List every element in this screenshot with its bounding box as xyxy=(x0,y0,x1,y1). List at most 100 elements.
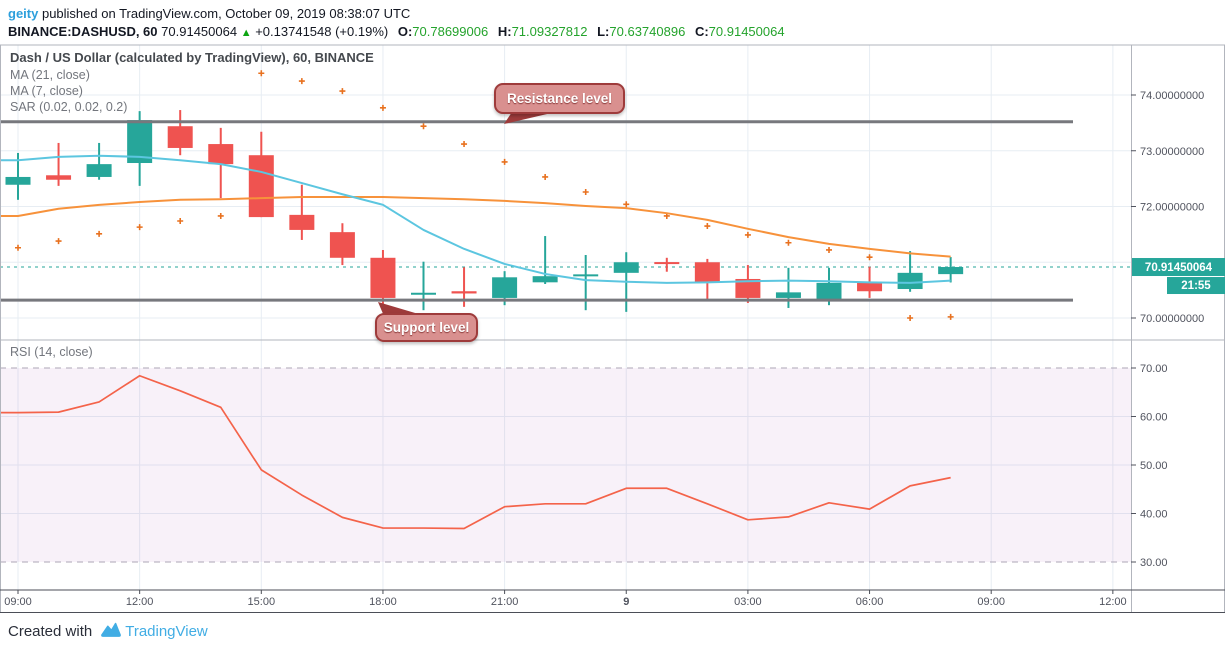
rsi-axis-label: 70.00 xyxy=(1140,363,1168,375)
tradingview-logo-icon xyxy=(100,621,122,642)
legend-sar[interactable]: SAR (0.02, 0.02, 0.2) xyxy=(10,100,128,114)
last-price: 70.91450064 xyxy=(161,24,238,39)
price-badge xyxy=(1132,258,1225,277)
candle[interactable] xyxy=(532,276,558,283)
candle[interactable] xyxy=(86,164,112,177)
sar-dot[interactable] xyxy=(96,230,103,237)
sar-dot[interactable] xyxy=(379,104,386,111)
time-axis-label: 15:00 xyxy=(248,596,276,608)
candle[interactable] xyxy=(329,232,355,258)
time-axis-label: 09:00 xyxy=(977,596,1005,608)
sar-dot[interactable] xyxy=(420,123,427,130)
time-axis-label: 12:00 xyxy=(1099,596,1127,608)
sar-dot[interactable] xyxy=(704,223,711,230)
candle[interactable] xyxy=(573,274,599,277)
candle[interactable] xyxy=(370,257,396,298)
rsi-axis-label: 40.00 xyxy=(1140,509,1168,521)
candle[interactable] xyxy=(938,267,964,275)
sar-dot[interactable] xyxy=(947,313,954,320)
candle[interactable] xyxy=(208,144,234,165)
candle[interactable] xyxy=(613,262,639,273)
candle[interactable] xyxy=(654,262,680,265)
candle[interactable] xyxy=(289,214,315,230)
ma7-line[interactable] xyxy=(0,154,951,284)
price-axis-label: 73.00000000 xyxy=(1140,146,1204,158)
published-text: published on TradingView.com, October 09… xyxy=(41,6,411,21)
created-with-text: Created with xyxy=(8,622,93,640)
legend-rsi[interactable]: RSI (14, close) xyxy=(10,345,93,359)
time-axis-label: 18:00 xyxy=(369,596,397,608)
time-axis-label: 06:00 xyxy=(856,596,884,608)
candle[interactable] xyxy=(775,292,801,298)
close-label: C: xyxy=(694,24,709,39)
resistance-callout[interactable]: Resistance level xyxy=(494,83,625,114)
price-badge-label: 70.91450064 xyxy=(1145,262,1213,274)
ma21-line[interactable] xyxy=(0,196,951,258)
candle[interactable] xyxy=(451,291,477,294)
candle[interactable] xyxy=(694,262,720,283)
sar-dot[interactable] xyxy=(55,238,62,245)
candle[interactable] xyxy=(46,175,72,180)
legend-ma7[interactable]: MA (7, close) xyxy=(10,84,83,98)
price-axis-label: 70.00000000 xyxy=(1140,313,1204,325)
time-axis-label: 21:00 xyxy=(491,596,519,608)
sar-dot[interactable] xyxy=(217,212,224,219)
sar-dot[interactable] xyxy=(785,239,792,246)
sar-dot[interactable] xyxy=(826,246,832,253)
open-label: O: xyxy=(397,24,413,39)
publish-line: geity published on TradingView.com, Octo… xyxy=(8,5,785,22)
candle[interactable] xyxy=(857,282,883,292)
sar-dot[interactable] xyxy=(177,217,184,224)
change-up-icon: ▲ xyxy=(240,27,252,39)
legend-ma21[interactable]: MA (21, close) xyxy=(10,68,90,82)
footer: Created with TradingView xyxy=(8,620,208,642)
close-value: 70.91450064 xyxy=(708,24,785,39)
rsi-band xyxy=(0,368,1131,562)
chart-title: Dash / US Dollar (calculated by TradingV… xyxy=(10,50,374,65)
sar-dot[interactable] xyxy=(744,231,751,238)
low-label: L: xyxy=(597,24,610,39)
candle[interactable] xyxy=(492,277,518,298)
symbol-name: BINANCE:DASHUSD, 60 xyxy=(8,24,158,39)
sar-dot[interactable] xyxy=(907,315,914,321)
time-scale[interactable] xyxy=(0,590,1225,612)
candle[interactable] xyxy=(816,282,842,300)
candle[interactable] xyxy=(735,278,761,298)
price-axis-label: 74.00000000 xyxy=(1140,90,1204,102)
sar-dot[interactable] xyxy=(15,244,21,251)
time-axis-label: 03:00 xyxy=(734,596,762,608)
rsi-axis-label: 60.00 xyxy=(1140,412,1168,424)
candle[interactable] xyxy=(411,292,436,295)
tradingview-brand-link[interactable]: TradingView xyxy=(125,622,208,640)
candle[interactable] xyxy=(248,155,274,218)
candle[interactable] xyxy=(897,272,923,290)
resistance-callout-tail xyxy=(504,111,560,124)
price-axis-label: 72.00000000 xyxy=(1140,202,1204,214)
candle[interactable] xyxy=(167,126,193,148)
sar-dot[interactable] xyxy=(136,224,143,231)
rsi-axis-label: 50.00 xyxy=(1140,460,1168,472)
time-axis-label: 9 xyxy=(623,596,629,608)
high-label: H: xyxy=(497,24,512,39)
sar-dot[interactable] xyxy=(866,254,873,261)
header: geity published on TradingView.com, Octo… xyxy=(8,5,785,42)
author-link[interactable]: geity xyxy=(8,6,39,21)
change-text: +0.13741548 (+0.19%) xyxy=(255,24,389,39)
time-axis-label: 09:00 xyxy=(4,596,32,608)
candle[interactable] xyxy=(5,176,31,185)
countdown-label: 21:55 xyxy=(1181,280,1211,292)
rsi-axis-label: 30.00 xyxy=(1140,557,1168,569)
open-value: 70.78699006 xyxy=(412,24,489,39)
sar-dot[interactable] xyxy=(258,70,265,77)
sar-dot[interactable] xyxy=(298,78,305,85)
sar-dot[interactable] xyxy=(339,88,346,95)
sar-dot[interactable] xyxy=(461,141,468,148)
support-callout[interactable]: Support level xyxy=(375,313,478,342)
rsi-line[interactable] xyxy=(0,374,951,530)
sar-dot[interactable] xyxy=(542,173,549,180)
sar-dot[interactable] xyxy=(623,201,630,208)
sar-dot[interactable] xyxy=(501,158,508,165)
sar-dot[interactable] xyxy=(582,189,589,196)
